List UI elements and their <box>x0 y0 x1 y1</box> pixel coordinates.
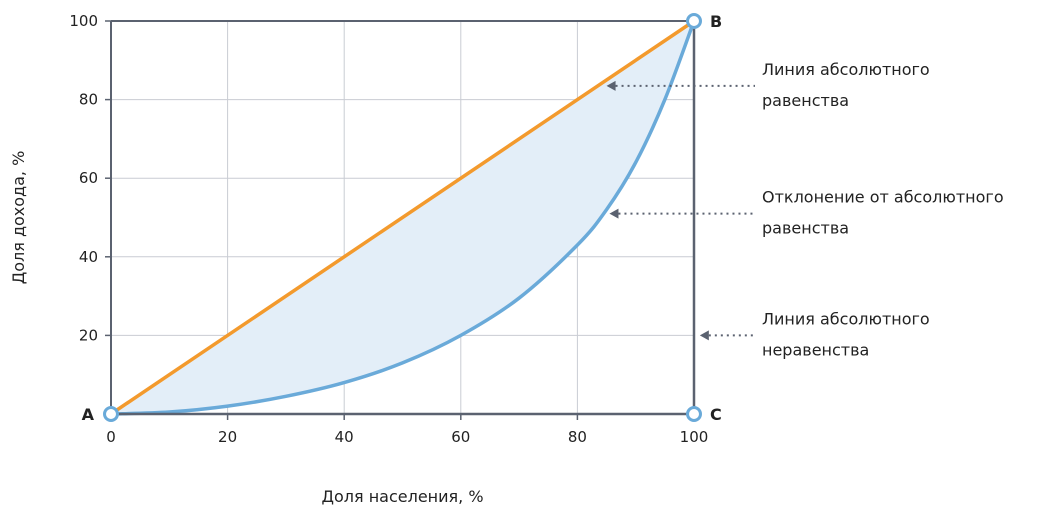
y-axis-title: Доля дохода, % <box>9 151 28 285</box>
tick-labels: 0 20 40 60 80 100 20 40 60 80 100 <box>69 12 708 446</box>
x-tick-label: 100 <box>680 428 709 446</box>
x-tick-label: 0 <box>106 428 116 446</box>
lorenz-curve <box>109 19 696 416</box>
annotation-label: Линия абсолютного <box>762 309 930 328</box>
point-label: C <box>710 405 722 424</box>
y-tick-label: 40 <box>79 248 98 266</box>
y-tick-label: 60 <box>79 169 98 187</box>
x-axis-title: Доля населения, % <box>321 487 483 506</box>
point-marker <box>686 13 702 29</box>
x-tick-label: 40 <box>335 428 354 446</box>
series-lines <box>109 19 696 416</box>
x-tick-label: 60 <box>451 428 470 446</box>
x-tick-label: 20 <box>218 428 237 446</box>
annotation-label: неравенства <box>762 340 869 359</box>
point-marker <box>686 406 702 422</box>
annotation-label: Линия абсолютного <box>762 60 930 79</box>
annotation-label: Отклонение от абсолютного <box>762 188 1004 207</box>
annotation-arrowhead <box>606 80 616 91</box>
annotation-label: равенства <box>762 219 849 238</box>
y-tick-label: 100 <box>69 12 98 30</box>
x-tick-label: 80 <box>568 428 587 446</box>
corner-points: A B C <box>82 12 723 424</box>
equality-line <box>109 19 696 416</box>
y-tick-label: 80 <box>79 91 98 109</box>
plot-frame <box>105 20 696 420</box>
point-label: A <box>82 405 95 424</box>
annotation-arrowhead <box>609 208 619 219</box>
annotation-arrowhead <box>699 330 709 341</box>
y-tick-label: 20 <box>79 326 98 344</box>
annotations: Линия абсолютного равенства Отклонение от … <box>606 60 1004 359</box>
annotation-label: равенства <box>762 91 849 110</box>
point-marker <box>103 406 119 422</box>
point-label: B <box>710 12 722 31</box>
